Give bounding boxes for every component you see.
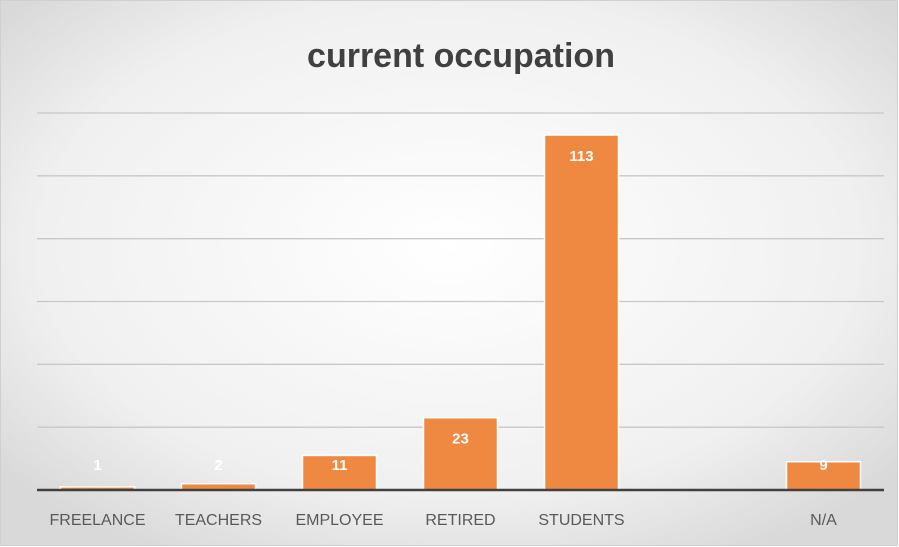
bar	[543, 134, 620, 491]
x-tick-label: TEACHERS	[175, 512, 262, 529]
x-tick-label: STUDENTS	[538, 512, 624, 529]
data-label: 23	[452, 431, 469, 448]
data-label: 11	[332, 457, 348, 474]
data-label: 113	[569, 148, 593, 165]
data-label: 1	[93, 457, 101, 474]
chart-title: current occupation	[307, 37, 615, 75]
x-tick-label: EMPLOYEE	[295, 512, 383, 529]
data-label: 9	[819, 457, 827, 474]
bar	[422, 416, 499, 491]
x-tick-label: N/A	[810, 512, 837, 529]
bar	[301, 454, 378, 491]
x-tick-label: RETIRED	[425, 512, 495, 529]
x-tick-label: FREELANCE	[49, 512, 145, 529]
data-label: 2	[214, 457, 222, 474]
